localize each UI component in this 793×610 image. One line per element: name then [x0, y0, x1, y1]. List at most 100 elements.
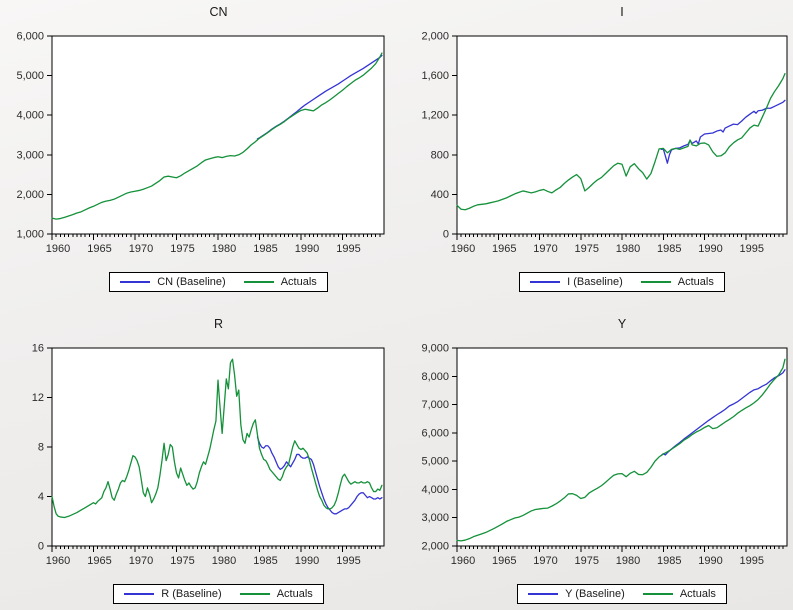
x-tick-label: 1980	[212, 243, 236, 255]
actuals-line-swatch	[239, 593, 270, 595]
legend-label-cn-baseline: CN (Baseline)	[157, 276, 226, 288]
legend-label-y-baseline: Y (Baseline)	[565, 588, 625, 600]
actuals-line-swatch	[243, 281, 274, 283]
y-tick-label: 6,000	[16, 31, 44, 43]
chart-title-i: I	[620, 5, 624, 19]
x-tick-label: 1970	[533, 243, 557, 255]
chart-panel-r: R 0 4 8 12 16 1960 1965 1970 1975 1980 1985 1990 199…	[0, 305, 397, 610]
y-tick-label: 7,000	[421, 399, 449, 411]
plot-frame	[456, 347, 788, 547]
y-tick-label: 0	[443, 229, 449, 241]
plot-area-r: 0 4 8 12 16 1960 1965 1970 1975 1980 1985 1990 1995	[32, 343, 385, 567]
y-tick-label: 8,000	[421, 371, 449, 383]
legend-item-y-baseline: Y (Baseline)	[528, 588, 625, 600]
y-tick-label: 1,200	[421, 110, 449, 122]
x-tick-label: 1990	[295, 555, 319, 567]
baseline-line-swatch	[120, 281, 151, 283]
y-tick-label: 1,600	[421, 70, 449, 82]
legend-wrap-y: Y (Baseline) Actuals	[397, 584, 793, 604]
legend-label-r-actuals: Actuals	[276, 588, 313, 600]
y-tick-label: 3,000	[16, 149, 44, 161]
legend-label-i-baseline: I (Baseline)	[567, 276, 623, 288]
x-tick-label: 1990	[698, 243, 722, 255]
plot-area-i: 0 400 800 1,200 1,600 2,000 1960 1965 1970 1975 19…	[421, 31, 788, 255]
x-tick-label: 1990	[698, 555, 722, 567]
legend-label-cn-actuals: Actuals	[280, 276, 317, 288]
chart-title-cn: CN	[209, 5, 228, 19]
legend-item-r-actuals: Actuals	[239, 588, 313, 600]
chart-title-y: Y	[617, 317, 627, 331]
series-line-actuals	[456, 72, 786, 211]
legend-label-i-actuals: Actuals	[677, 276, 714, 288]
plot-area-cn: 1,000 2,000 3,000 4,000 5,000 6,000 1960 1965 19…	[16, 31, 385, 255]
legend-i: I (Baseline) Actuals	[519, 272, 725, 292]
legend-cn: CN (Baseline) Actuals	[109, 272, 328, 292]
x-tick-label: 1985	[253, 555, 277, 567]
legend-item-y-actuals: Actuals	[642, 588, 716, 600]
x-tick-label: 1985	[657, 243, 681, 255]
y-tick-label: 3,000	[421, 512, 449, 524]
legend-item-cn-actuals: Actuals	[243, 276, 317, 288]
y-tick-label: 16	[32, 343, 44, 355]
chart-panel-cn: CN 1,000 2,000 3,000 4,000 5,000 6,000 1960 196…	[0, 0, 397, 305]
y-tick-label: 2,000	[421, 541, 449, 553]
legend-item-r-baseline: R (Baseline)	[124, 588, 222, 600]
x-tick-label: 1980	[616, 555, 640, 567]
x-tick-label: 1975	[575, 243, 599, 255]
chart-title-r: R	[213, 317, 224, 331]
plot-area-y: 2,000 3,000 4,000 5,000 6,000 7,000 8,000 9,000…	[421, 343, 788, 567]
y-tick-label: 4	[38, 491, 44, 503]
x-tick-label: 1970	[129, 555, 153, 567]
series-line-actuals	[51, 52, 383, 220]
x-tick-label: 1995	[740, 243, 764, 255]
x-tick-label: 1965	[492, 555, 516, 567]
legend-wrap-i: I (Baseline) Actuals	[397, 272, 793, 292]
baseline-line-swatch	[124, 593, 155, 595]
legend-item-i-baseline: I (Baseline)	[530, 276, 623, 288]
legend-item-cn-baseline: CN (Baseline)	[120, 276, 226, 288]
legend-item-i-actuals: Actuals	[640, 276, 714, 288]
y-tick-label: 9,000	[421, 343, 449, 355]
legend-r: R (Baseline) Actuals	[113, 584, 324, 604]
legend-wrap-r: R (Baseline) Actuals	[0, 584, 397, 604]
actuals-line-swatch	[640, 281, 671, 283]
x-tick-label: 1985	[657, 555, 681, 567]
chart-panel-y: Y 2,000 3,000 4,000 5,000 6,000 7,000 8,000 9,0…	[397, 305, 793, 610]
x-tick-label: 1990	[295, 243, 319, 255]
series-line-actuals	[51, 358, 383, 519]
legend-y: Y (Baseline) Actuals	[517, 584, 727, 604]
series-line-r-baseline-	[256, 436, 383, 515]
x-tick-label: 1960	[46, 555, 70, 567]
y-tick-label: 5,000	[16, 70, 44, 82]
y-tick-label: 800	[431, 149, 449, 161]
y-tick-label: 1,000	[16, 229, 44, 241]
y-tick-label: 2,000	[16, 189, 44, 201]
x-tick-label: 1970	[129, 243, 153, 255]
x-tick-label: 1980	[212, 555, 236, 567]
x-tick-label: 1965	[87, 243, 111, 255]
y-tick-label: 12	[32, 392, 44, 404]
y-tick-label: 4,000	[16, 110, 44, 122]
y-tick-label: 4,000	[421, 484, 449, 496]
x-tick-label: 1965	[492, 243, 516, 255]
series-line-actuals	[456, 358, 786, 542]
baseline-line-swatch	[528, 593, 559, 595]
series-line-y-baseline-	[660, 369, 786, 457]
x-tick-label: 1970	[533, 555, 557, 567]
y-tick-label: 5,000	[421, 456, 449, 468]
x-tick-label: 1965	[87, 555, 111, 567]
plot-frame	[51, 35, 385, 235]
y-tick-label: 6,000	[421, 427, 449, 439]
x-tick-label: 1960	[451, 243, 475, 255]
x-tick-label: 1975	[575, 555, 599, 567]
x-tick-label: 1995	[740, 555, 764, 567]
x-tick-label: 1960	[451, 555, 475, 567]
baseline-line-swatch	[530, 281, 561, 283]
x-tick-label: 1980	[616, 243, 640, 255]
y-tick-label: 2,000	[421, 31, 449, 43]
plot-frame	[456, 35, 788, 235]
y-tick-label: 0	[38, 541, 44, 553]
x-tick-label: 1995	[336, 243, 360, 255]
y-tick-label: 400	[431, 189, 449, 201]
